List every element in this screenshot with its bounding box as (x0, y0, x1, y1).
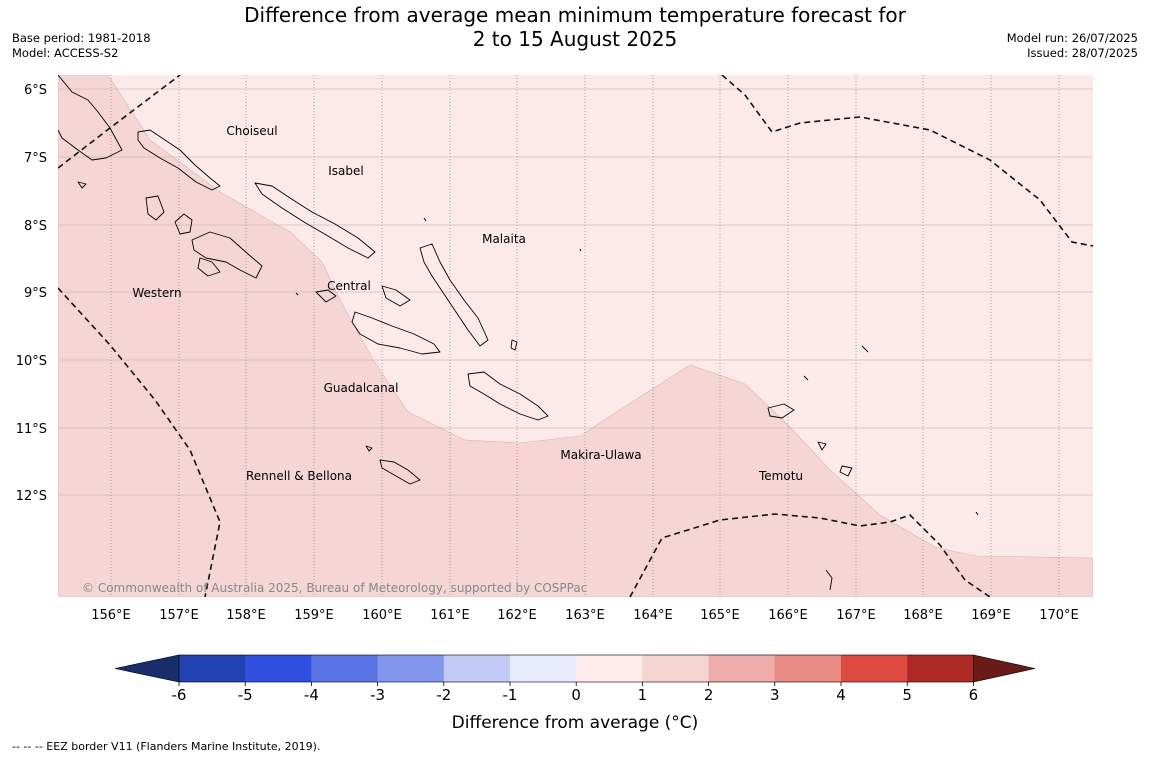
colorbar-cell (245, 655, 312, 682)
colorbar-tick-label: -2 (436, 686, 451, 704)
lon-label: 170°E (1039, 608, 1079, 623)
colorbar-tick-label: -4 (304, 686, 319, 704)
colorbar-tick-label: 4 (836, 686, 846, 704)
colorbar-cell (510, 655, 577, 682)
lat-label: 6°S (24, 83, 47, 98)
region-label-choiseul: Choiseul (226, 124, 277, 138)
title-line-2: 2 to 15 August 2025 (472, 27, 678, 51)
lon-label: 160°E (362, 608, 402, 623)
colorbar-label: Difference from average (°C) (452, 713, 699, 733)
colorbar-tick-label: 0 (571, 686, 581, 704)
colorbar: -6 -5 -4 -3 -2 -1 0 1 2 3 4 5 6 (114, 654, 1036, 704)
region-label-western: Western (132, 286, 181, 300)
issued-date: Issued: 28/07/2025 (1027, 46, 1138, 60)
lon-label: 163°E (565, 608, 605, 623)
lon-label: 165°E (700, 608, 740, 623)
anomaly-zone-1-2 (58, 75, 1093, 597)
coastlines (58, 75, 979, 591)
colorbar-tick-label: -6 (172, 686, 187, 704)
colorbar-cell (179, 655, 246, 682)
region-label-temotu: Temotu (758, 469, 803, 483)
colorbar-cell (576, 655, 643, 682)
region-label-central: Central (327, 279, 371, 293)
colorbar-cell (841, 655, 908, 682)
lon-label: 162°E (497, 608, 537, 623)
latitude-labels: 6°S 7°S 8°S 9°S 10°S 11°S 12°S (16, 83, 47, 504)
lon-label: 158°E (226, 608, 266, 623)
region-label-guadalcanal: Guadalcanal (324, 381, 399, 395)
title-line-1: Difference from average mean minimum tem… (244, 3, 906, 27)
colorbar-cell (443, 655, 511, 682)
colorbar-cell (642, 655, 710, 682)
map-panel: Choiseul Isabel Malaita Western Central … (58, 75, 1093, 597)
lat-label: 12°S (16, 489, 47, 504)
colorbar-tick-label: -5 (238, 686, 253, 704)
lat-label: 8°S (24, 219, 47, 234)
chart-title: Difference from average mean minimum tem… (0, 3, 1150, 51)
lon-label: 168°E (903, 608, 943, 623)
colorbar-cell (708, 655, 776, 682)
region-labels: Choiseul Isabel Malaita Western Central … (132, 124, 803, 483)
eez-legend-note: -- -- -- EEZ border V11 (Flanders Marine… (12, 740, 321, 753)
lon-label: 169°E (971, 608, 1011, 623)
lon-label: 156°E (91, 608, 131, 623)
colorbar-extend-low (114, 654, 180, 683)
graticule (58, 75, 1093, 597)
copyright-notice: © Commonwealth of Australia 2025, Bureau… (82, 581, 587, 595)
colorbar-tick-label: -1 (503, 686, 518, 704)
region-label-makira-ulawa: Makira-Ulawa (560, 448, 641, 462)
colorbar-cell (311, 655, 379, 682)
colorbar-cell (907, 655, 974, 682)
base-period: Base period: 1981-2018 (12, 31, 151, 45)
lon-label: 161°E (430, 608, 470, 623)
model-name: Model: ACCESS-S2 (12, 46, 119, 60)
lat-label: 9°S (24, 286, 47, 301)
longitude-labels: 156°E 157°E 158°E 159°E 160°E 161°E 162°… (91, 608, 1079, 623)
colorbar-tick-label: 6 (969, 686, 979, 704)
colorbar-extend-high (973, 654, 1036, 683)
region-label-rennell-bellona: Rennell & Bellona (246, 469, 352, 483)
colorbar-tick-label: 2 (704, 686, 714, 704)
colorbar-tick-label: 3 (770, 686, 780, 704)
region-label-isabel: Isabel (328, 164, 363, 178)
meta-right: Model run: 26/07/2025 Issued: 28/07/2025 (1007, 31, 1138, 61)
lat-label: 7°S (24, 151, 47, 166)
colorbar-tick-label: 5 (902, 686, 912, 704)
colorbar-tick-label: 1 (638, 686, 648, 704)
lon-label: 166°E (768, 608, 808, 623)
colorbar-cell (377, 655, 445, 682)
lon-label: 167°E (836, 608, 876, 623)
region-label-malaita: Malaita (482, 232, 526, 246)
model-run: Model run: 26/07/2025 (1006, 31, 1138, 45)
colorbar-cell (774, 655, 842, 682)
lon-label: 164°E (633, 608, 673, 623)
lon-label: 159°E (294, 608, 334, 623)
meta-left: Base period: 1981-2018 Model: ACCESS-S2 (12, 31, 151, 61)
lat-label: 11°S (16, 422, 47, 437)
colorbar-tick-label: -3 (370, 686, 385, 704)
lon-label: 157°E (159, 608, 199, 623)
lat-label: 10°S (16, 354, 47, 369)
